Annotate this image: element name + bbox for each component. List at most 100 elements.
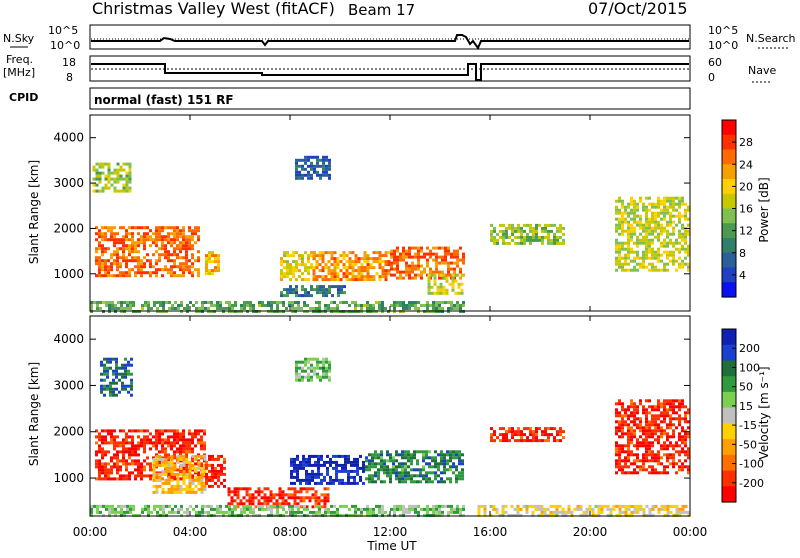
power-cell — [315, 307, 318, 310]
power-cell — [441, 255, 444, 259]
power-cell — [131, 244, 134, 248]
velocity-cell — [477, 510, 481, 514]
velocity-cell — [541, 433, 544, 437]
power-cell — [173, 226, 176, 230]
velocity-cell — [636, 507, 640, 511]
power-cell — [297, 304, 300, 307]
velocity-cell — [687, 456, 690, 460]
velocity-cell — [158, 475, 162, 479]
velocity-cell — [502, 436, 505, 440]
power-cell — [669, 199, 672, 203]
power-cell — [173, 265, 176, 269]
velocity-cell — [115, 381, 118, 385]
power-cell — [445, 288, 449, 292]
power-cell — [312, 278, 316, 282]
velocity-cell — [126, 504, 129, 508]
velocity-cell — [298, 375, 301, 379]
velocity-cell — [307, 360, 310, 364]
velocity-cell — [317, 499, 321, 503]
velocity-cell — [109, 381, 112, 385]
power-cell — [324, 266, 328, 270]
power-cell — [164, 235, 167, 239]
power-cell — [457, 291, 461, 295]
power-cell — [286, 294, 289, 298]
velocity-cell — [378, 507, 381, 511]
velocity-cell — [293, 457, 296, 461]
velocity-cell — [294, 510, 297, 514]
power-cell — [678, 229, 681, 233]
velocity-cell — [561, 513, 565, 517]
power-cell — [137, 232, 140, 236]
power-cell — [660, 208, 663, 212]
power-cell — [140, 271, 143, 275]
velocity-cell — [125, 477, 128, 481]
velocity-cell — [663, 429, 666, 433]
velocity-cell — [422, 453, 425, 457]
velocity-cell — [197, 441, 200, 445]
power-cell — [435, 301, 438, 304]
velocity-cell — [416, 474, 419, 478]
velocity-cell — [618, 414, 621, 418]
power-cell — [116, 241, 119, 245]
power-cell — [182, 262, 185, 266]
power-cell — [131, 259, 134, 263]
power-cell — [348, 266, 352, 270]
velocity-cell — [167, 429, 170, 433]
velocity-cell — [295, 378, 298, 382]
velocity-cell — [236, 493, 240, 497]
velocity-cell — [208, 463, 211, 467]
velocity-cell — [204, 510, 207, 514]
velocity-cell — [446, 462, 449, 466]
power-cell — [164, 244, 167, 248]
velocity-cell — [335, 472, 338, 476]
velocity-cell — [109, 387, 112, 391]
velocity-cell — [298, 366, 301, 370]
velocity-cell — [461, 474, 464, 478]
power-cell — [219, 304, 222, 307]
power-cell — [318, 263, 322, 267]
power-cell — [348, 304, 351, 307]
velocity-cell — [507, 513, 511, 517]
power-cell — [456, 301, 459, 304]
velocity-cell — [200, 466, 204, 470]
velocity-cell — [125, 435, 128, 439]
velocity-cell — [295, 360, 298, 364]
power-colorbar-swatch — [722, 134, 736, 151]
velocity-cell — [216, 504, 219, 508]
power-cell — [205, 257, 208, 261]
velocity-cell — [299, 499, 303, 503]
velocity-cell — [534, 507, 538, 511]
power-cell — [114, 304, 117, 307]
power-cell — [402, 246, 405, 250]
velocity-colorbar-tick-label: -200 — [739, 477, 764, 490]
power-cell — [276, 301, 279, 304]
velocity-cell — [615, 432, 618, 436]
velocity-cell — [510, 504, 514, 508]
velocity-cell — [383, 480, 386, 484]
velocity-cell — [423, 507, 426, 511]
velocity-cell — [137, 474, 140, 478]
velocity-cell — [455, 453, 458, 457]
velocity-cell — [104, 477, 107, 481]
velocity-cell — [371, 480, 374, 484]
power-cell — [110, 256, 113, 260]
power-cell — [92, 165, 96, 169]
power-cell — [170, 274, 173, 278]
velocity-cell — [687, 408, 690, 412]
velocity-cell — [115, 375, 118, 379]
velocity-cell — [170, 460, 174, 464]
power-cell — [185, 253, 188, 257]
velocity-cell — [270, 510, 273, 514]
power-cell — [621, 256, 624, 260]
velocity-cell — [434, 456, 437, 460]
power-cell — [158, 238, 161, 242]
velocity-cell — [220, 466, 223, 470]
power-cell — [553, 241, 556, 245]
power-cell — [445, 276, 449, 280]
power-cell — [348, 263, 352, 267]
velocity-cell — [438, 513, 441, 517]
velocity-cell — [243, 507, 246, 511]
power-cell — [451, 273, 455, 277]
power-cell — [660, 244, 663, 248]
